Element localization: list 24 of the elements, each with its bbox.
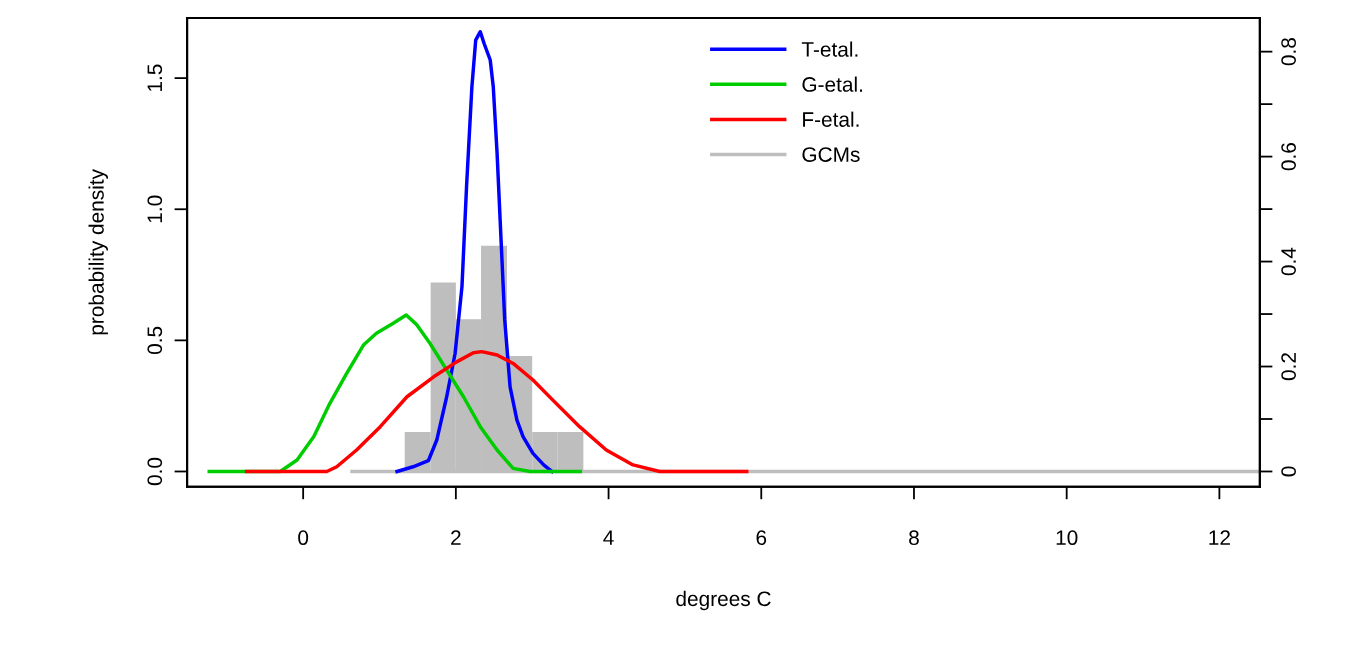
x-tick-label: 2 bbox=[451, 530, 461, 545]
x-tick-label: 4 bbox=[603, 530, 614, 545]
x-tick-label: 10 bbox=[1056, 530, 1078, 546]
y-tick-label: 1.5 bbox=[147, 64, 163, 92]
x-tick-label: 6 bbox=[756, 530, 767, 546]
legend-label: G-etal. bbox=[802, 76, 862, 92]
y-tick-label: 0.5 bbox=[147, 326, 163, 355]
y-axis-title: probability density bbox=[88, 169, 108, 335]
y2-tick-label: 0.6 bbox=[1281, 143, 1296, 171]
y-tick-label: 0.0 bbox=[147, 457, 163, 486]
y2-tick-label: 0.2 bbox=[1281, 353, 1296, 381]
y2-tick-label: 0.4 bbox=[1281, 247, 1296, 276]
line-series bbox=[207, 313, 583, 474]
legend-label: T-etal. bbox=[801, 41, 858, 57]
x-tick-label: 8 bbox=[909, 530, 919, 546]
x-axis-title: degrees C bbox=[676, 590, 771, 611]
x-tick-label: 0 bbox=[298, 530, 309, 546]
line-series bbox=[244, 349, 749, 474]
x-tick-label: 12 bbox=[1209, 530, 1230, 545]
y-tick-label: 1.0 bbox=[147, 195, 163, 223]
y2-tick-label: 0 bbox=[1281, 466, 1296, 477]
y2-tick-label: 0.8 bbox=[1281, 38, 1296, 66]
legend-label: F-etal. bbox=[803, 111, 859, 127]
legend-label: GCMs bbox=[802, 147, 860, 162]
